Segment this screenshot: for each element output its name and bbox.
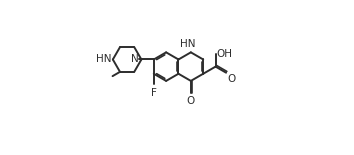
Text: OH: OH (217, 49, 233, 60)
Text: N: N (131, 54, 139, 64)
Text: O: O (187, 96, 195, 106)
Text: HN: HN (96, 55, 112, 64)
Text: HN: HN (180, 39, 195, 49)
Text: O: O (228, 74, 236, 84)
Text: F: F (151, 88, 157, 98)
